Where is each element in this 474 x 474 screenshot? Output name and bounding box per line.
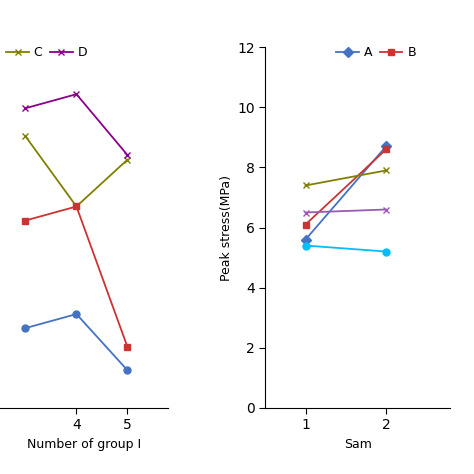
Y-axis label: Peak stress(MPa): Peak stress(MPa): [220, 174, 233, 281]
Legend: A, B: A, B: [336, 46, 416, 59]
X-axis label: Number of group I: Number of group I: [27, 438, 141, 451]
X-axis label: Sam: Sam: [344, 438, 372, 451]
Legend: C, D: C, D: [6, 46, 87, 59]
